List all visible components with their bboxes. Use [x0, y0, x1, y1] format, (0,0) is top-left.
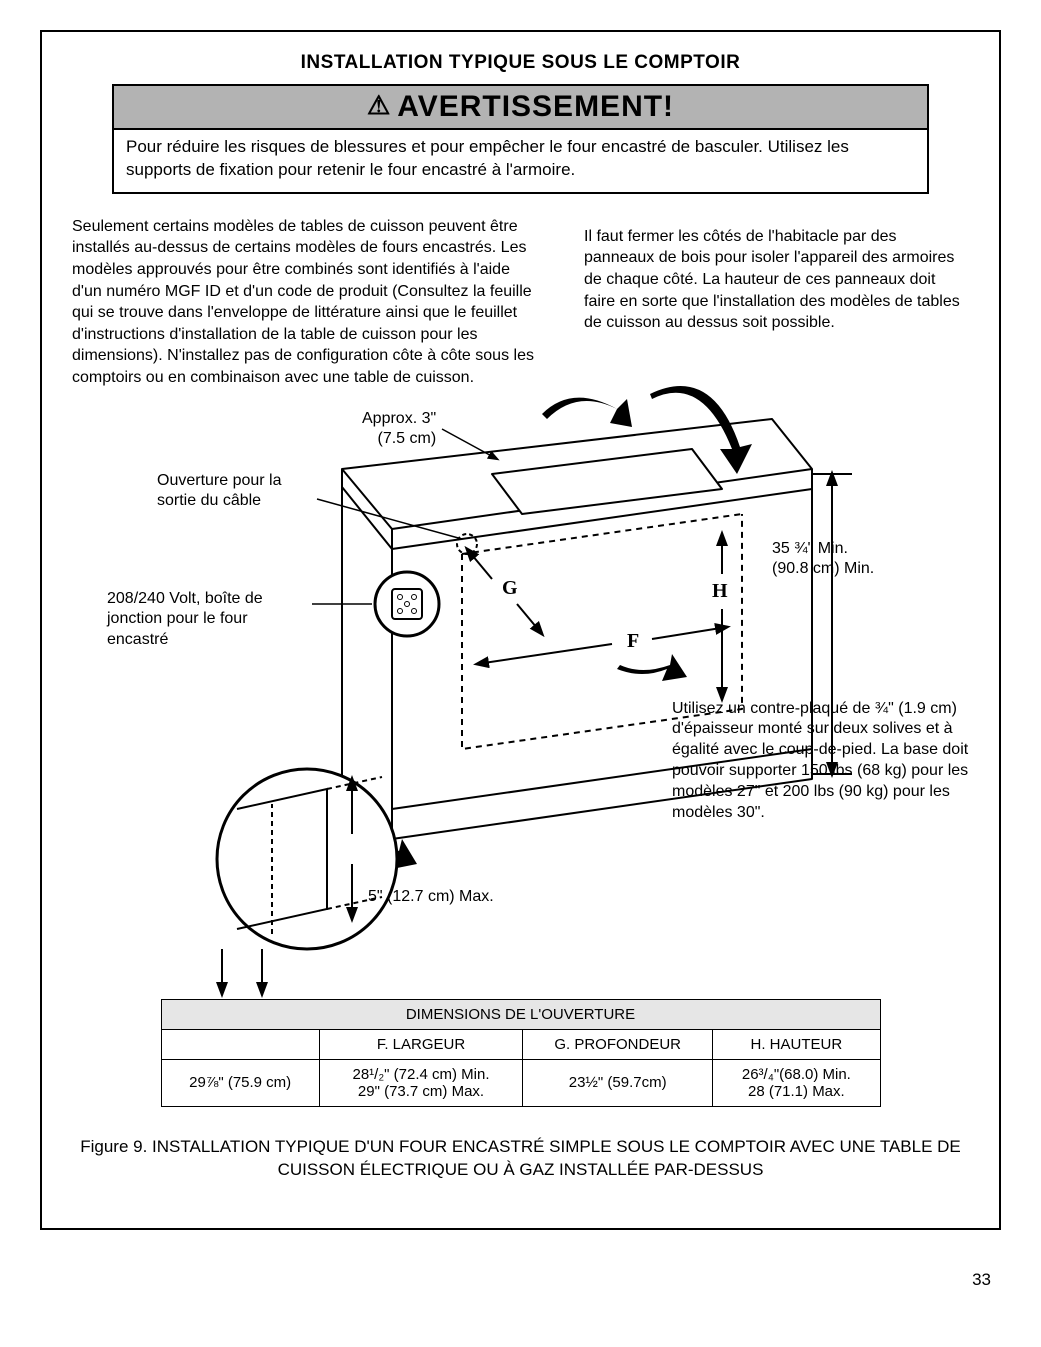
label-approx: Approx. 3" (7.5 cm): [362, 409, 436, 451]
cell-f: 28¹/₂" (72.4 cm) Min. 29" (73.7 cm) Max.: [319, 1059, 522, 1106]
diagram-area: G F H Approx. 3" (7.5 cm) Ouverture pour…: [72, 379, 969, 999]
col-g: G. PROFONDEUR: [523, 1029, 713, 1059]
page-title: INSTALLATION TYPIQUE SOUS LE COMPTOIR: [72, 52, 969, 74]
label-kick-max: 5" (12.7 cm) Max.: [368, 887, 494, 908]
svg-text:F: F: [627, 630, 639, 652]
page-frame: INSTALLATION TYPIQUE SOUS LE COMPTOIR ⚠A…: [40, 30, 1001, 1230]
table-header: DIMENSIONS DE L'OUVERTURE: [161, 999, 880, 1029]
warning-icon: ⚠: [367, 90, 391, 120]
label-plywood: Utilisez un contre-plaqué de ¾" (1.9 cm)…: [672, 699, 972, 824]
table-row: 29⅞" (75.9 cm) 28¹/₂" (72.4 cm) Min. 29"…: [161, 1059, 880, 1106]
label-junction-box: 208/240 Volt, boîte de jonction pour le …: [107, 589, 263, 651]
label-height-min: 35 ¾" Min. (90.8 cm) Min.: [772, 539, 874, 581]
dimensions-table: DIMENSIONS DE L'OUVERTURE F. LARGEUR G. …: [161, 999, 881, 1107]
col-h: H. HAUTEUR: [713, 1029, 880, 1059]
svg-text:H: H: [712, 580, 728, 602]
intro-right: Il faut fermer les côtés de l'habitacle …: [584, 216, 969, 389]
col-f: F. LARGEUR: [319, 1029, 522, 1059]
cell-g: 23½" (59.7cm): [523, 1059, 713, 1106]
col-blank: [161, 1029, 319, 1059]
label-cable-opening: Ouverture pour la sortie du câble: [157, 471, 282, 513]
intro-left: Seulement certains modèles de tables de …: [72, 216, 534, 389]
figure-caption: Figure 9. INSTALLATION TYPIQUE D'UN FOUR…: [72, 1135, 969, 1183]
cell-h: 26³/₄"(68.0) Min. 28 (71.1) Max.: [713, 1059, 880, 1106]
svg-text:G: G: [502, 577, 518, 599]
warning-body: Pour réduire les risques de blessures et…: [114, 130, 927, 192]
intro-columns: Seulement certains modèles de tables de …: [72, 216, 969, 389]
warning-label: AVERTISSEMENT!: [397, 90, 674, 123]
page-number: 33: [40, 1270, 1001, 1290]
warning-box: ⚠AVERTISSEMENT! Pour réduire les risques…: [112, 84, 929, 194]
cell-model: 29⅞" (75.9 cm): [161, 1059, 319, 1106]
warning-header: ⚠AVERTISSEMENT!: [114, 86, 927, 130]
